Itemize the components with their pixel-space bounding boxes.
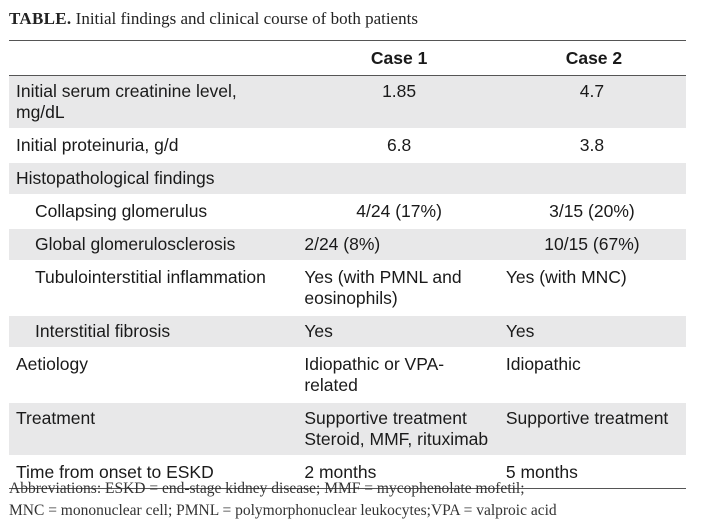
row-label: Treatment [9,402,297,456]
case1-value-line: Steroid, MMF, rituximab [304,429,489,449]
case2-value: 3.8 [579,135,605,155]
row-label: Initial proteinuria, g/d [16,135,179,155]
table-caption: TABLE. Initial findings and clinical cou… [9,9,418,29]
case1-value-line: Supportive treatment [304,408,467,428]
case2-value [501,162,686,195]
row-label: Collapsing glomerulus [35,201,208,221]
case1-value: 2 months [304,462,377,482]
table-row: Initial proteinuria, g/d 6.8 3.8 [9,129,686,162]
row-label: Aetiology [16,354,88,374]
row-label: Global glomerulosclerosis [9,228,297,261]
case1-value: Yes (with PMNL and eosinophils) [304,267,462,308]
case2-value: 3/15 (20%) [549,201,635,221]
table-row: Initial serum creatinine level, mg/dL 1.… [9,75,686,129]
header-blank [9,40,297,76]
case1-value: 4/24 (17%) [356,201,442,221]
findings-table: Case 1 Case 2 Initial serum creatinine l… [9,40,686,489]
row-label: Histopathological findings [9,162,297,195]
caption-lead: TABLE. [9,9,72,28]
case1-value: 2/24 (8%) [296,228,502,261]
table-row: Tubulointerstitial inflammation Yes (wit… [9,261,686,315]
table-row: Global glomerulosclerosis 2/24 (8%) 10/1… [9,228,686,261]
table-row: Histopathological findings [9,162,686,195]
case2-value: 10/15 (67%) [501,228,686,261]
row-label: Tubulointerstitial inflammation [35,267,266,287]
case1-value: Yes [296,315,502,348]
case1-value: Supportive treatment Steroid, MMF, ritux… [296,402,502,456]
row-label: Initial serum creatinine level, mg/dL [9,75,297,129]
case1-value [296,162,502,195]
table-row: Collapsing glomerulus 4/24 (17%) 3/15 (2… [9,195,686,228]
case1-value: Idiopathic or VPA-related [304,354,445,395]
case1-value: 1.85 [296,75,502,129]
header-case1: Case 1 [296,40,502,76]
case2-value: 5 months [505,462,578,482]
footnote-line: MNC = mononuclear cell; PMNL = polymorph… [9,502,557,519]
case2-value: Yes (with MNC) [505,267,627,287]
table-row: Interstitial fibrosis Yes Yes [9,315,686,348]
caption-text: Initial findings and clinical course of … [75,9,418,28]
footnote-line: Abbreviations: ESKD = end-stage kidney d… [9,480,525,497]
case2-value: 4.7 [501,75,686,129]
table-row: Time from onset to ESKD 2 months 5 month… [9,456,686,489]
case2-value: Idiopathic [505,354,581,374]
table-row: Treatment Supportive treatment Steroid, … [9,402,686,456]
row-label: Interstitial fibrosis [9,315,297,348]
case1-value: 6.8 [386,135,412,155]
table-footnote: Abbreviations: ESKD = end-stage kidney d… [9,478,699,522]
row-label: Time from onset to ESKD [16,462,214,482]
case2-value: Yes [501,315,686,348]
header-case2: Case 2 [501,40,686,76]
table-row: Aetiology Idiopathic or VPA-related Idio… [9,348,686,402]
header-row: Case 1 Case 2 [9,40,686,76]
case2-value: Supportive treatment [501,402,686,456]
